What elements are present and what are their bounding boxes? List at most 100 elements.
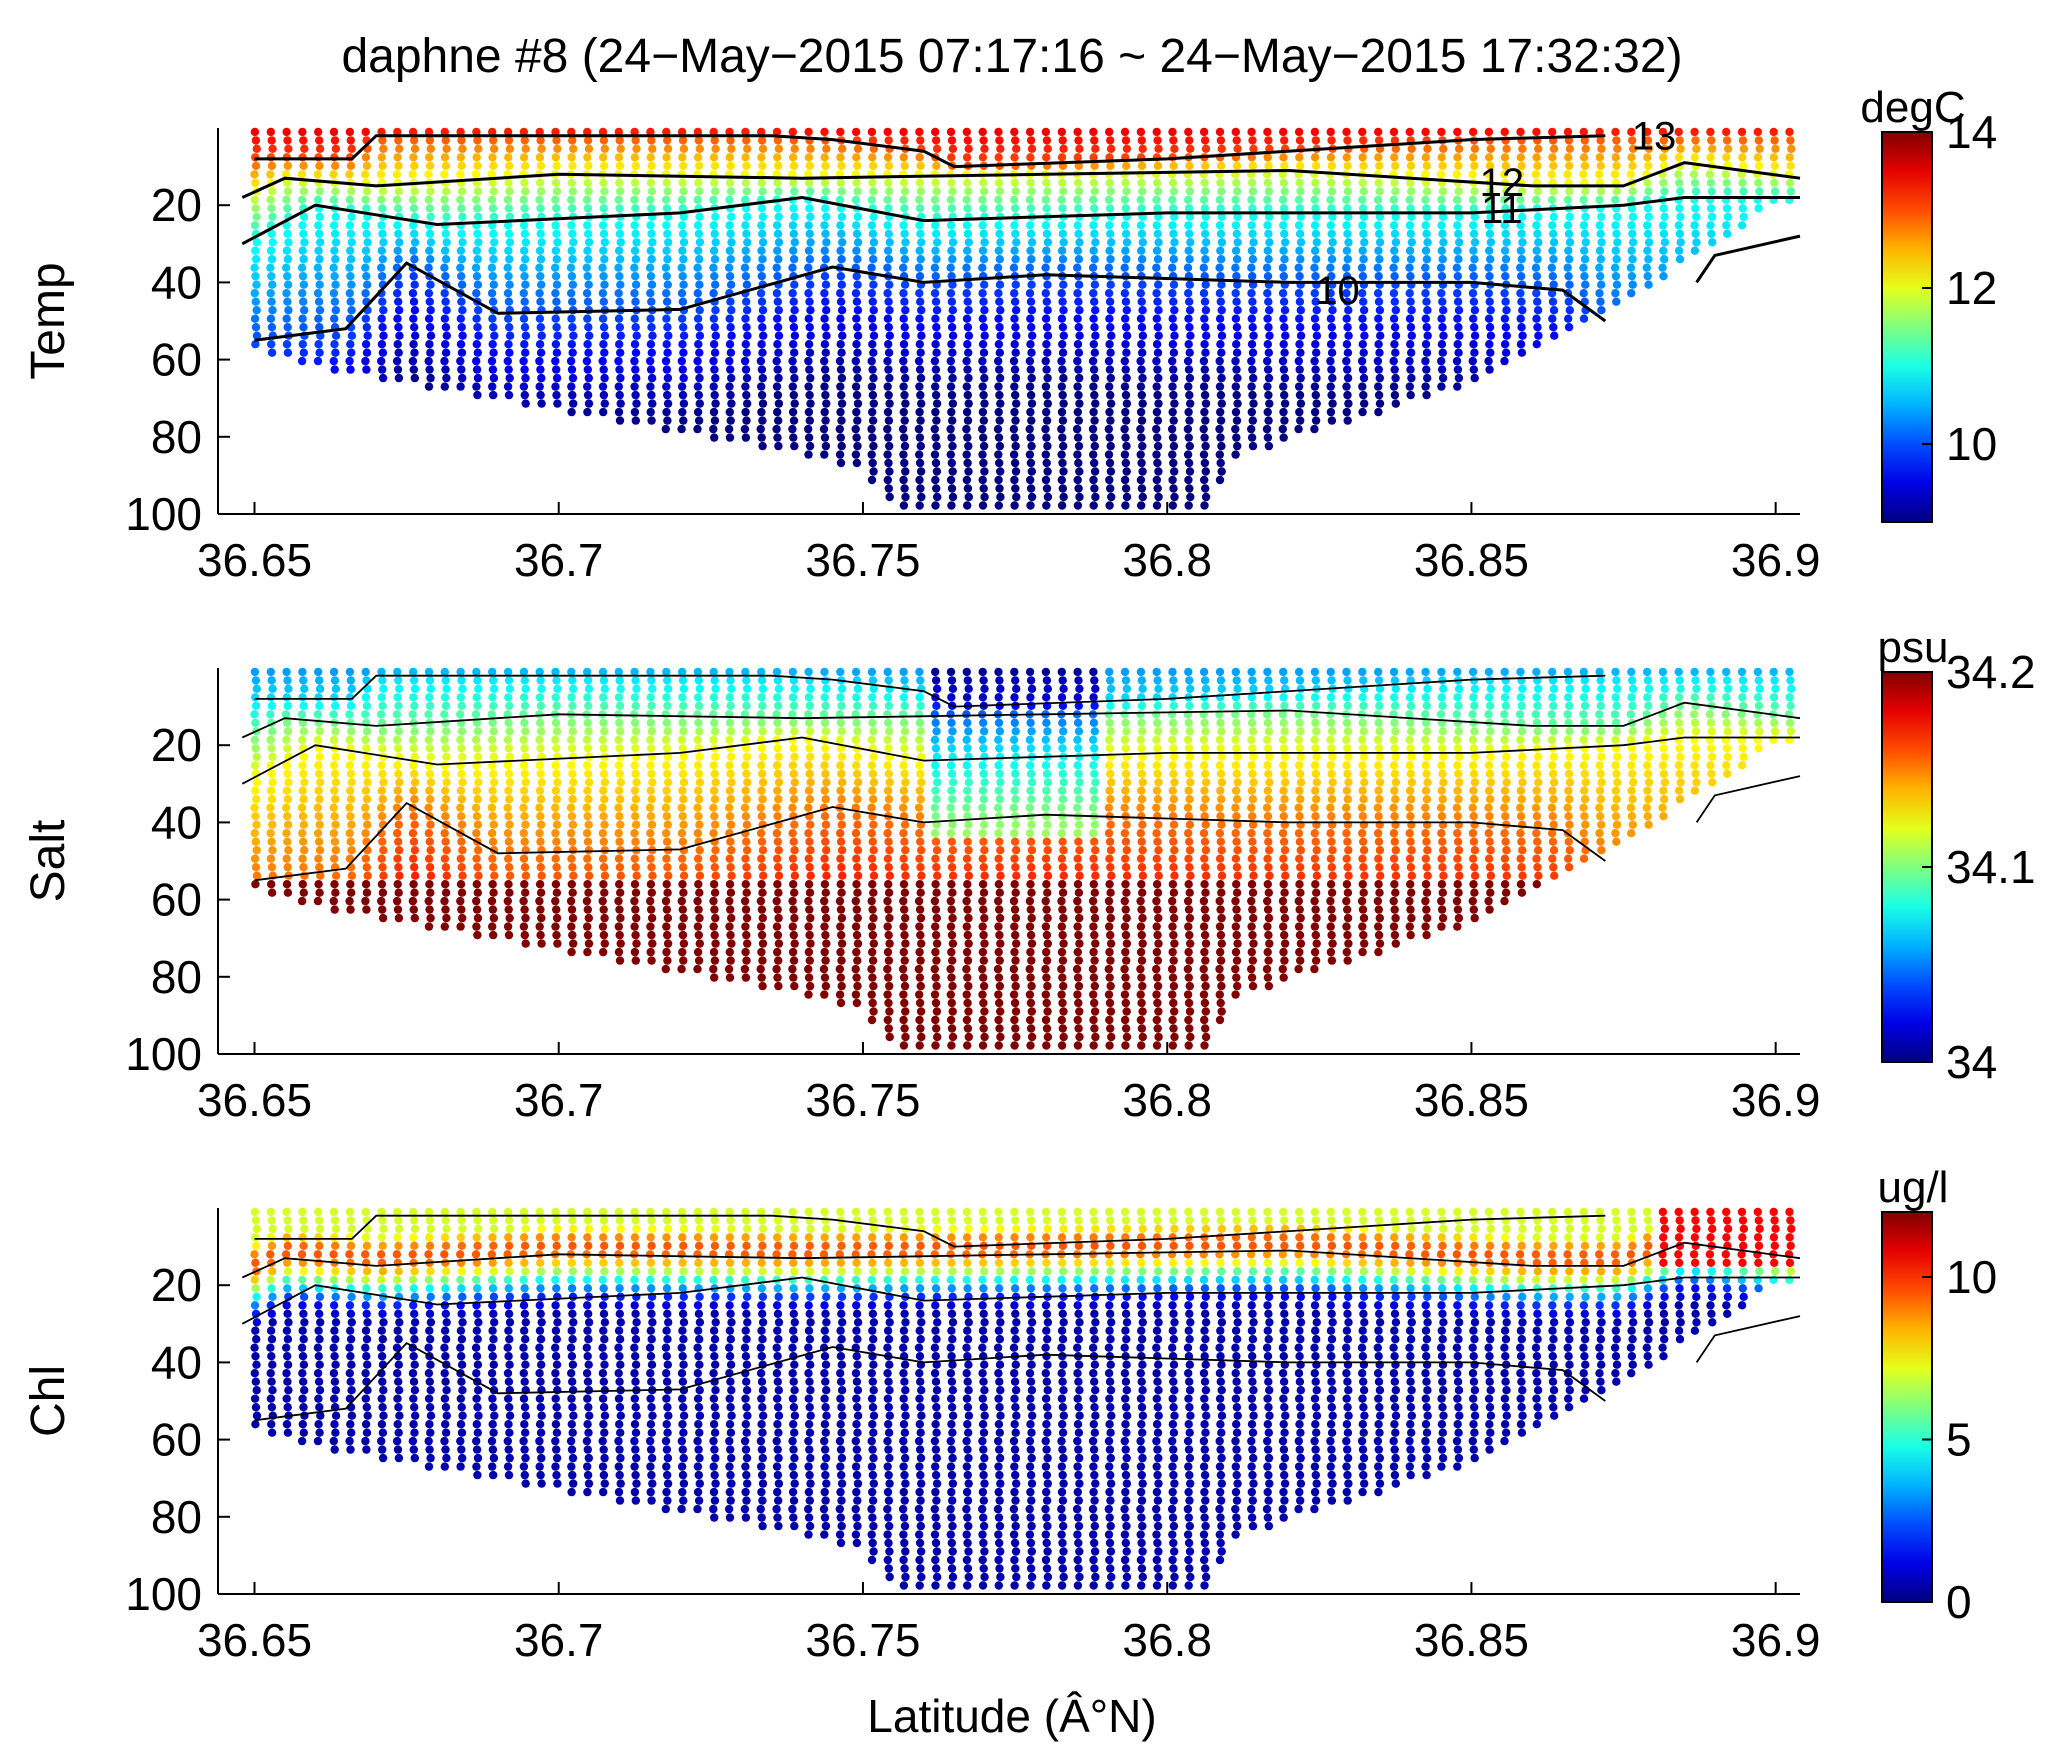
- data-point: [646, 896, 655, 906]
- data-point: [836, 127, 845, 137]
- data-point: [1358, 127, 1367, 137]
- data-point: [330, 297, 340, 306]
- data-point: [440, 896, 449, 906]
- data-point: [962, 1015, 972, 1025]
- data-point: [378, 255, 387, 264]
- data-point: [869, 981, 878, 991]
- data-point: [1233, 306, 1242, 315]
- data-point: [1136, 127, 1146, 137]
- data-point: [251, 786, 260, 795]
- data-point: [711, 871, 720, 880]
- data-point: [822, 684, 831, 693]
- data-point: [598, 922, 608, 931]
- data-point: [980, 238, 989, 247]
- data-point: [1485, 323, 1495, 332]
- data-point: [346, 701, 356, 710]
- data-point: [1532, 289, 1541, 298]
- data-point: [932, 727, 941, 736]
- data-point: [1026, 204, 1036, 213]
- data-point: [598, 667, 608, 677]
- data-point: [836, 153, 845, 162]
- data-point: [852, 314, 861, 323]
- data-point: [756, 964, 765, 974]
- data-point: [1231, 424, 1240, 434]
- data-point: [821, 930, 830, 940]
- data-point: [1153, 136, 1162, 145]
- data-point: [505, 913, 514, 923]
- data-point: [1595, 221, 1604, 230]
- data-point: [614, 127, 623, 137]
- data-point: [1043, 331, 1053, 340]
- data-point: [457, 280, 467, 289]
- data-point: [1043, 373, 1052, 383]
- data-point: [1722, 153, 1731, 162]
- data-point: [900, 998, 909, 1008]
- data-point: [820, 829, 829, 838]
- data-point: [1247, 340, 1257, 349]
- data-point: [1263, 365, 1273, 374]
- data-point: [1136, 450, 1145, 459]
- data-point: [853, 863, 862, 872]
- data-point: [440, 263, 449, 272]
- data-point: [1389, 289, 1399, 298]
- data-point: [1058, 433, 1067, 442]
- data-point: [1328, 373, 1337, 383]
- data-point: [883, 263, 892, 272]
- data-point: [1199, 382, 1209, 391]
- data-point: [647, 416, 656, 425]
- data-point: [505, 871, 515, 880]
- data-point: [901, 913, 910, 923]
- data-point: [1312, 187, 1321, 196]
- data-point: [1026, 297, 1036, 306]
- data-point: [804, 127, 813, 137]
- data-point: [1357, 356, 1367, 366]
- data-point: [631, 727, 641, 736]
- data-point: [851, 964, 860, 974]
- data-point: [820, 947, 829, 957]
- data-point: [774, 871, 784, 880]
- data-point: [1011, 467, 1021, 476]
- data-point: [569, 331, 578, 340]
- data-point: [519, 314, 529, 323]
- data-point: [836, 761, 845, 770]
- data-point: [410, 212, 419, 221]
- data-point: [1627, 204, 1637, 213]
- data-point: [852, 153, 861, 162]
- data-point: [930, 289, 940, 298]
- data-point: [788, 356, 797, 366]
- data-point: [1026, 501, 1035, 510]
- data-point: [978, 424, 987, 434]
- data-point: [773, 769, 783, 778]
- data-point: [678, 905, 687, 914]
- data-point: [1708, 238, 1717, 247]
- data-point: [772, 803, 781, 812]
- data-point: [456, 880, 466, 889]
- data-point: [1247, 246, 1257, 255]
- data-point: [806, 846, 815, 855]
- data-point: [978, 854, 987, 863]
- data-point: [916, 297, 925, 306]
- data-point: [884, 718, 893, 727]
- data-point: [1104, 263, 1114, 272]
- data-point: [1517, 323, 1526, 332]
- data-point: [822, 752, 831, 761]
- data-point: [456, 667, 465, 677]
- data-point: [836, 744, 846, 753]
- data-point: [488, 786, 497, 795]
- data-point: [836, 314, 845, 323]
- data-point: [806, 373, 815, 383]
- data-point: [393, 289, 402, 298]
- data-point: [490, 331, 499, 340]
- data-point: [915, 204, 925, 213]
- data-point: [1295, 178, 1304, 187]
- data-point: [1168, 127, 1177, 137]
- data-point: [283, 769, 292, 778]
- data-point: [1786, 136, 1795, 145]
- data-point: [1153, 441, 1163, 451]
- data-point: [299, 888, 308, 897]
- data-point: [914, 896, 924, 906]
- data-point: [1138, 144, 1147, 153]
- data-point: [473, 212, 483, 221]
- data-point: [347, 331, 357, 340]
- data-point: [917, 1032, 926, 1042]
